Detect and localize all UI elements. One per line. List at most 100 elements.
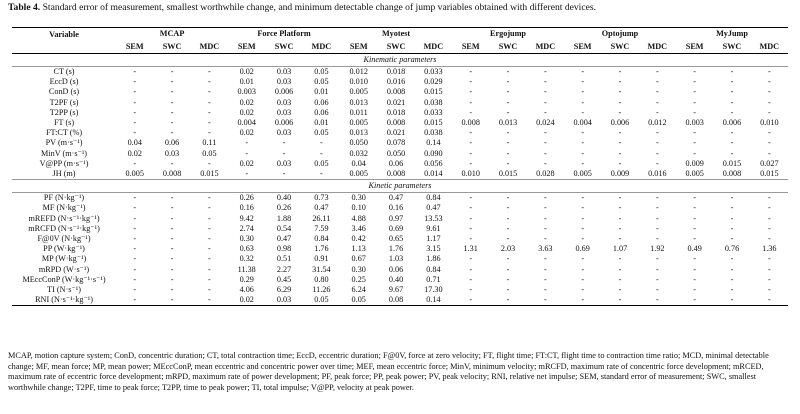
value-cell: 0.65 [388,234,404,244]
value-cell: 0.69 [575,244,590,254]
value-cell: 0.05 [314,158,329,168]
value-cell: 0.003 [237,87,256,97]
variable-cell: mREFD (N·s⁻¹·kg⁻¹) [28,213,100,223]
value-cell: 6.24 [351,285,366,295]
value-cell: 0.010 [349,77,368,87]
device-header: Ergojump [452,27,565,41]
value-cell: - [245,148,249,158]
value-cell: - [469,87,473,97]
table-row: F@0V (N·kg⁻¹) - - - 0.30 0.47 0.84 0.42 0.65 1.17… [12,234,788,244]
table-row: mRCFD (N·s⁻¹·kg⁻¹) - - - 2.74 0.54 7.59 3.46 0.6… [12,224,788,234]
value-cell: 0.47 [388,193,404,203]
variable-cell: ConD (s) [48,87,80,97]
value-cell: - [655,285,659,295]
table-caption: Table 4. Standard error of measurement, … [8,2,798,14]
value-cell: - [133,254,137,264]
value-cell: 0.005 [125,169,144,179]
value-cell: 0.008 [386,87,406,97]
value-cell: - [320,148,323,158]
value-cell: 1.03 [388,254,404,264]
value-cell: - [750,295,788,307]
value-cell: 1.76 [388,244,404,254]
device-header: MyJump [676,27,788,41]
value-cell: 0.06 [314,107,329,117]
value-cell: - [543,77,547,87]
value-cell: - [506,128,510,138]
variable-cell: MinV (m·s⁻¹) [41,148,88,158]
value-cell: 0.005 [349,118,368,128]
value-cell: 0.013 [349,128,368,138]
value-cell: 0.73 [314,193,329,203]
value-cell: - [713,295,751,307]
variable-cell: PF (N·kg⁻¹) [43,193,85,203]
value-cell: - [208,213,211,223]
value-cell: - [618,223,622,233]
variable-cell: mRCFD (N·s⁻¹·kg⁻¹) [28,223,100,233]
value-cell: - [730,203,734,213]
value-cell: - [506,264,510,274]
value-cell: 0.009 [610,169,630,179]
table-row: PV (m·s⁻¹) 0.04 0.06 0.11 - - - 0.050 0.078 0.14 -… [12,138,788,148]
variable-cell: T2PP (s) [49,107,79,117]
value-cell: 0.008 [162,169,182,179]
value-cell: 9.67 [388,285,404,295]
value-cell: - [767,193,771,203]
value-cell: 17.30 [424,285,443,295]
value-cell: - [469,264,473,274]
table-row: JH (m) 0.005 0.008 0.015 - - - 0.005 0.008 0.014 0… [12,169,788,180]
value-cell: 0.06 [164,138,180,148]
value-cell: - [581,213,585,223]
value-cell: - [581,97,585,107]
value-cell: 0.02 [239,128,254,138]
value-cell: - [133,128,137,138]
value-cell: 0.51 [276,254,292,264]
variable-cell: MF (N·kg⁻¹) [42,203,86,213]
value-cell: - [208,274,211,284]
value-cell: 0.98 [276,244,292,254]
value-cell: - [601,295,639,307]
value-cell: 0.018 [386,107,406,117]
variable-cell: EccD (s) [49,77,79,87]
value-cell: - [767,264,771,274]
value-cell: 4.06 [239,285,254,295]
variable-cell: PP (W·kg⁻¹) [43,244,85,254]
value-cell: - [190,295,229,307]
value-cell: - [133,285,137,295]
table-row: EccD (s) - - - 0.01 0.03 0.05 0.010 0.016 0.029 - -… [12,77,788,87]
value-cell: - [506,193,510,203]
value-cell: 0.69 [388,223,404,233]
value-cell: 0.016 [648,169,667,179]
value-cell: - [581,264,585,274]
value-cell: - [506,254,510,264]
value-cell: - [730,213,734,223]
value-cell: - [133,158,137,168]
value-cell: - [581,285,585,295]
value-cell: - [618,148,622,158]
value-cell: - [170,67,174,76]
value-cell: - [655,234,659,244]
value-cell: - [730,87,734,97]
value-cell: - [170,285,174,295]
value-cell: 0.012 [648,118,667,128]
value-cell: - [170,203,174,213]
value-cell: 0.056 [424,158,443,168]
value-cell: 0.015 [722,158,742,168]
value-cell: - [618,87,622,97]
value-cell: - [208,107,211,117]
value-cell: - [320,169,323,179]
table-row: RNI (N·s⁻¹·kg⁻¹) - - -0.02 0.03 0.05 0.05 0.08 0… [12,295,788,307]
value-cell: 0.008 [722,169,742,179]
value-cell: 0.015 [424,87,443,97]
value-cell: - [767,203,771,213]
value-cell: - [655,213,659,223]
section-title: Kinematic parameters [12,53,788,67]
value-cell: - [133,234,137,244]
value-cell: 0.84 [426,264,441,274]
value-cell: - [543,274,547,284]
value-cell: - [469,128,473,138]
value-cell: - [469,158,473,168]
value-cell: - [133,193,137,203]
value-cell: 0.078 [386,138,406,148]
value-cell: - [767,213,771,223]
value-cell: - [469,213,473,223]
